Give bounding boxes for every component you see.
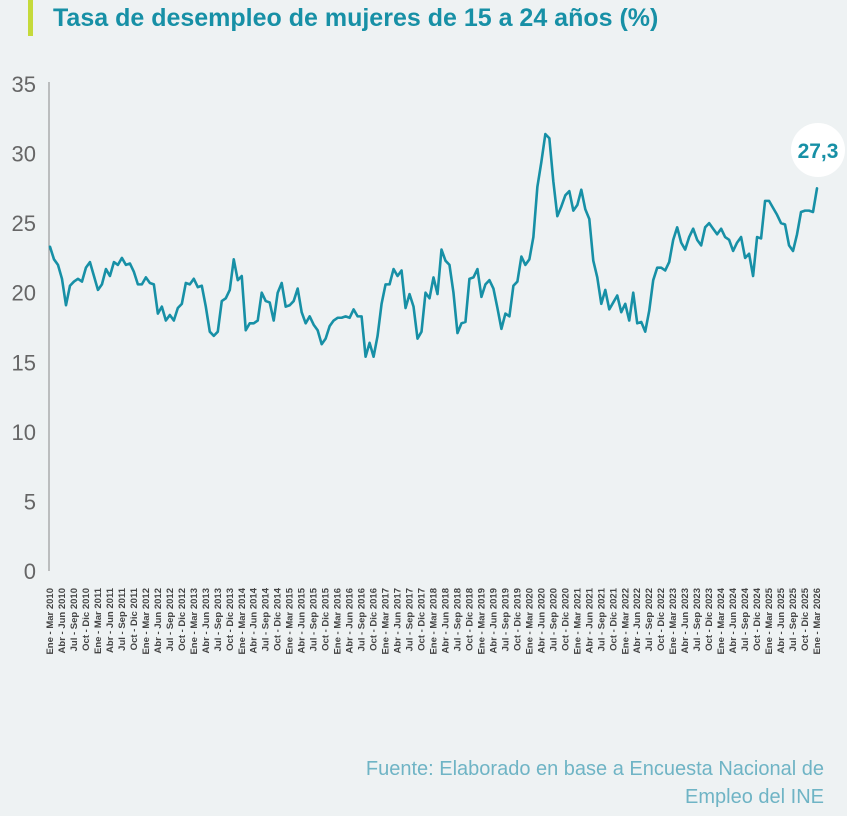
x-tick-label: Abr - Jun 2012 — [153, 588, 164, 653]
x-tick-label: Abr - Jun 2011 — [105, 587, 116, 653]
y-tick-label: 35 — [12, 72, 36, 97]
y-tick-label: 15 — [12, 350, 36, 375]
x-tick-label: Oct - Dic 2012 — [177, 588, 188, 651]
x-tick-label: Abr - Jun 2022 — [632, 588, 643, 653]
x-tick-label: Oct - Dic 2021 — [608, 587, 619, 651]
x-tick-label: Jul - Sep 2016 — [357, 588, 368, 651]
y-tick-label: 10 — [12, 420, 36, 445]
x-tick-label: Jul - Sep 2022 — [644, 588, 655, 651]
x-tick-label: Ene - Mar 2018 — [429, 588, 440, 655]
x-tick-label: Ene - Mar 2013 — [189, 588, 200, 655]
y-tick-label: 0 — [24, 559, 36, 584]
x-tick-label: Abr - Jun 2024 — [728, 587, 739, 653]
x-tick-label: Oct - Dic 2024 — [752, 587, 763, 651]
x-tick-label: Jul - Sep 2015 — [309, 587, 320, 651]
y-tick-label: 20 — [12, 281, 36, 306]
title-accent-bar — [28, 0, 33, 36]
chart-title: Tasa de desempleo de mujeres de 15 a 24 … — [53, 4, 659, 32]
x-tick-label: Abr - Jun 2019 — [488, 588, 499, 653]
x-tick-label: Abr - Jun 2017 — [393, 588, 404, 653]
x-tick-label: Jul - Sep 2018 — [452, 588, 463, 651]
x-tick-label: Oct - Dic 2018 — [464, 588, 475, 651]
x-tick-label: Jul - Sep 2019 — [500, 588, 511, 651]
x-tick-label: Oct - Dic 2013 — [225, 588, 236, 651]
x-tick-label: Jul - Sep 2023 — [692, 588, 703, 651]
x-tick-label: Oct - Dic 2025 — [800, 587, 811, 651]
x-tick-label: Jul - Sep 2025 — [788, 587, 799, 651]
x-tick-label: Ene - Mar 2015 — [285, 587, 296, 654]
x-tick-label: Abr - Jun 2013 — [201, 588, 212, 653]
x-tick-label: Abr - Jun 2014 — [249, 587, 260, 653]
x-tick-label: Oct - Dic 2017 — [417, 588, 428, 651]
x-tick-label: Ene - Mar 2022 — [620, 588, 631, 655]
source-note: Fuente: Elaborado en base a Encuesta Nac… — [365, 758, 824, 808]
x-tick-label: Jul - Sep 2017 — [405, 588, 416, 651]
x-tick-label: Ene - Mar 2012 — [141, 588, 152, 655]
x-tick-label: Jul - Sep 2014 — [261, 587, 272, 651]
x-tick-label: Ene - Mar 2020 — [524, 588, 535, 655]
x-tick-label: Abr - Jun 2025 — [776, 587, 787, 653]
x-tick-label: Abr - Jun 2015 — [297, 587, 308, 653]
x-tick-label: Ene - Mar 2016 — [333, 588, 344, 655]
y-tick-label: 5 — [24, 489, 36, 514]
x-tick-label: Ene - Mar 2024 — [716, 587, 727, 654]
x-tick-label: Jul - Sep 2013 — [213, 588, 224, 651]
y-tick-label: 25 — [12, 211, 36, 236]
x-tick-label: Ene - Mar 2021 — [572, 587, 583, 654]
x-tick-label: Oct - Dic 2011 — [129, 587, 140, 650]
x-tick-label: Jul - Sep 2021 — [596, 587, 607, 651]
x-tick-label: Abr - Jun 2021 — [584, 587, 595, 653]
x-tick-label: Abr - Jun 2018 — [440, 588, 451, 653]
x-tick-label: Abr - Jun 2016 — [345, 588, 356, 653]
x-tick-label: Ene - Mar 2017 — [381, 588, 392, 655]
x-tick-label: Jul - Sep 2011 — [117, 587, 128, 651]
x-tick-label: Oct - Dic 2014 — [273, 587, 284, 651]
x-tick-label: Oct - Dic 2019 — [512, 588, 523, 651]
x-tick-label: Ene - Mar 2023 — [668, 588, 679, 655]
x-tick-label: Ene - Mar 2025 — [764, 587, 775, 654]
x-tick-label: Oct - Dic 2023 — [704, 588, 715, 651]
x-tick-label: Oct - Dic 2020 — [560, 588, 571, 651]
x-tick-label: Abr - Jun 2020 — [536, 588, 547, 653]
last-value-bubble — [791, 123, 845, 177]
x-tick-label: Ene - Mar 2011 — [93, 587, 104, 654]
y-tick-label: 30 — [12, 142, 36, 167]
x-tick-label: Jul - Sep 2020 — [548, 588, 559, 651]
x-tick-label: Abr - Jun 2023 — [680, 588, 691, 653]
x-tick-label: Oct - Dic 2015 — [321, 587, 332, 651]
x-tick-label: Abr - Jun 2010 — [57, 588, 68, 653]
x-tick-label: Ene - Mar 2014 — [237, 587, 248, 654]
series-line-desempleo — [48, 132, 819, 359]
last-value-label: 27,3 — [798, 140, 839, 163]
x-tick-label: Ene - Mar 2026 — [812, 588, 823, 655]
x-tick-label: Ene - Mar 2019 — [476, 588, 487, 655]
x-tick-label: Jul - Sep 2012 — [165, 588, 176, 651]
x-tick-label: Oct - Dic 2016 — [369, 588, 380, 651]
x-tick-label: Oct - Dic 2010 — [81, 588, 92, 651]
x-tick-label: Jul - Sep 2024 — [740, 587, 751, 651]
x-tick-label: Jul - Sep 2010 — [69, 588, 80, 651]
x-tick-label: Ene - Mar 2010 — [45, 588, 56, 655]
x-tick-label: Oct - Dic 2022 — [656, 588, 667, 651]
